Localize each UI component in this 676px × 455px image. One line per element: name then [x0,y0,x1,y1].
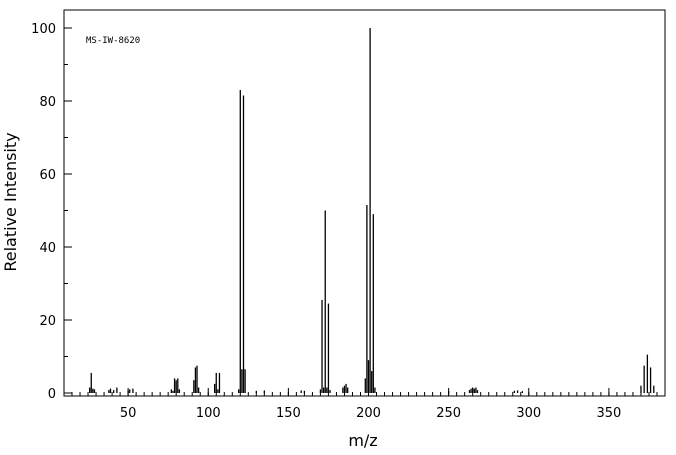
x-tick-label: 150 [276,406,301,421]
y-tick-label: 80 [39,95,56,110]
x-tick-label: 200 [356,406,381,421]
x-tick-label: 100 [196,406,221,421]
x-tick-label: 350 [596,406,621,421]
plot-frame [63,9,666,397]
x-tick-label: 300 [516,406,541,421]
minor-ticks [63,27,666,396]
x-tick-label: 50 [120,406,137,421]
x-axis-title: m/z [348,431,377,450]
y-axis-title: Relative Intensity [1,132,20,271]
x-tick-label: 250 [436,406,461,421]
x-axis-ticks: 50 100 150 200 250 300 350 [120,388,621,421]
y-axis-ticks: 0 20 40 60 80 100 [31,22,72,402]
y-tick-label: 40 [39,241,56,256]
y-tick-label: 60 [39,168,56,183]
y-tick-label: 20 [39,314,56,329]
peak-bars [88,28,655,393]
spectrum-id-annotation: MS-IW-8620 [86,36,140,46]
y-tick-label: 0 [48,387,56,402]
y-tick-label: 100 [31,22,56,37]
